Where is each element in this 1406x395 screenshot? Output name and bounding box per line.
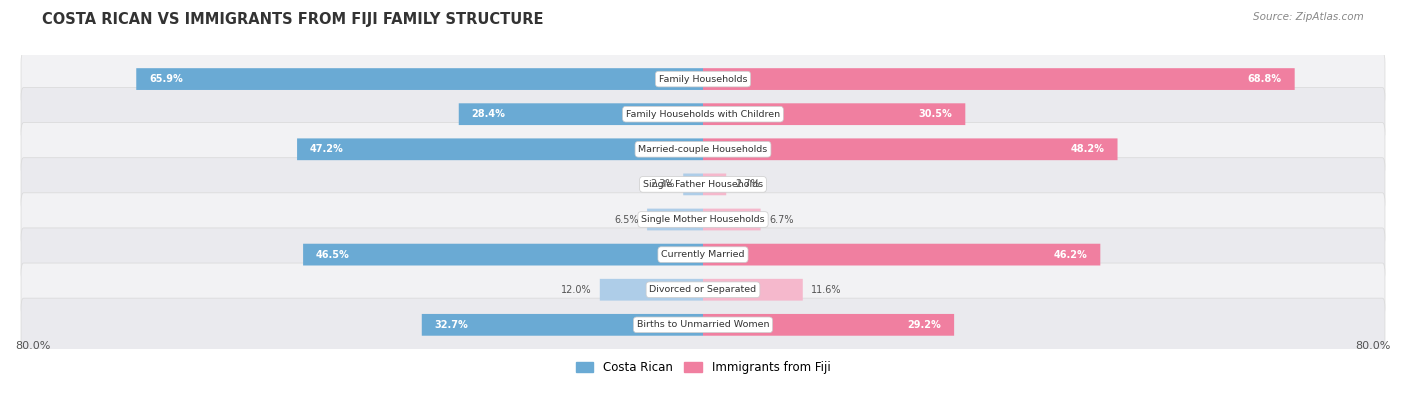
Text: Source: ZipAtlas.com: Source: ZipAtlas.com	[1253, 12, 1364, 22]
Text: 80.0%: 80.0%	[1355, 341, 1391, 351]
FancyBboxPatch shape	[21, 228, 1385, 281]
Legend: Costa Rican, Immigrants from Fiji: Costa Rican, Immigrants from Fiji	[571, 356, 835, 379]
FancyBboxPatch shape	[703, 138, 1118, 160]
Text: Births to Unmarried Women: Births to Unmarried Women	[637, 320, 769, 329]
FancyBboxPatch shape	[683, 173, 703, 195]
Text: 2.7%: 2.7%	[735, 179, 759, 189]
Text: 6.5%: 6.5%	[614, 214, 638, 224]
Text: 46.5%: 46.5%	[316, 250, 350, 260]
Text: 6.7%: 6.7%	[769, 214, 794, 224]
Text: 2.3%: 2.3%	[650, 179, 675, 189]
FancyBboxPatch shape	[21, 193, 1385, 246]
Text: 12.0%: 12.0%	[561, 285, 591, 295]
Text: 47.2%: 47.2%	[309, 144, 343, 154]
Text: 65.9%: 65.9%	[149, 74, 183, 84]
FancyBboxPatch shape	[21, 88, 1385, 141]
Text: 30.5%: 30.5%	[918, 109, 952, 119]
Text: 32.7%: 32.7%	[434, 320, 468, 330]
FancyBboxPatch shape	[21, 158, 1385, 211]
Text: Divorced or Separated: Divorced or Separated	[650, 285, 756, 294]
Text: 68.8%: 68.8%	[1247, 74, 1282, 84]
Text: Family Households: Family Households	[659, 75, 747, 84]
Text: COSTA RICAN VS IMMIGRANTS FROM FIJI FAMILY STRUCTURE: COSTA RICAN VS IMMIGRANTS FROM FIJI FAMI…	[42, 12, 544, 27]
FancyBboxPatch shape	[703, 314, 955, 336]
Text: 46.2%: 46.2%	[1053, 250, 1087, 260]
FancyBboxPatch shape	[703, 68, 1295, 90]
FancyBboxPatch shape	[600, 279, 703, 301]
Text: 48.2%: 48.2%	[1071, 144, 1105, 154]
FancyBboxPatch shape	[703, 173, 727, 195]
Text: Single Mother Households: Single Mother Households	[641, 215, 765, 224]
FancyBboxPatch shape	[21, 122, 1385, 176]
FancyBboxPatch shape	[703, 103, 966, 125]
FancyBboxPatch shape	[21, 298, 1385, 352]
FancyBboxPatch shape	[297, 138, 703, 160]
FancyBboxPatch shape	[703, 209, 761, 230]
FancyBboxPatch shape	[21, 263, 1385, 316]
FancyBboxPatch shape	[703, 279, 803, 301]
Text: 29.2%: 29.2%	[907, 320, 941, 330]
FancyBboxPatch shape	[422, 314, 703, 336]
Text: 28.4%: 28.4%	[471, 109, 506, 119]
FancyBboxPatch shape	[136, 68, 703, 90]
FancyBboxPatch shape	[647, 209, 703, 230]
FancyBboxPatch shape	[304, 244, 703, 265]
Text: Single Father Households: Single Father Households	[643, 180, 763, 189]
Text: 11.6%: 11.6%	[811, 285, 842, 295]
Text: Family Households with Children: Family Households with Children	[626, 110, 780, 118]
Text: Currently Married: Currently Married	[661, 250, 745, 259]
Text: 80.0%: 80.0%	[15, 341, 51, 351]
FancyBboxPatch shape	[21, 53, 1385, 106]
FancyBboxPatch shape	[703, 244, 1101, 265]
Text: Married-couple Households: Married-couple Households	[638, 145, 768, 154]
FancyBboxPatch shape	[458, 103, 703, 125]
